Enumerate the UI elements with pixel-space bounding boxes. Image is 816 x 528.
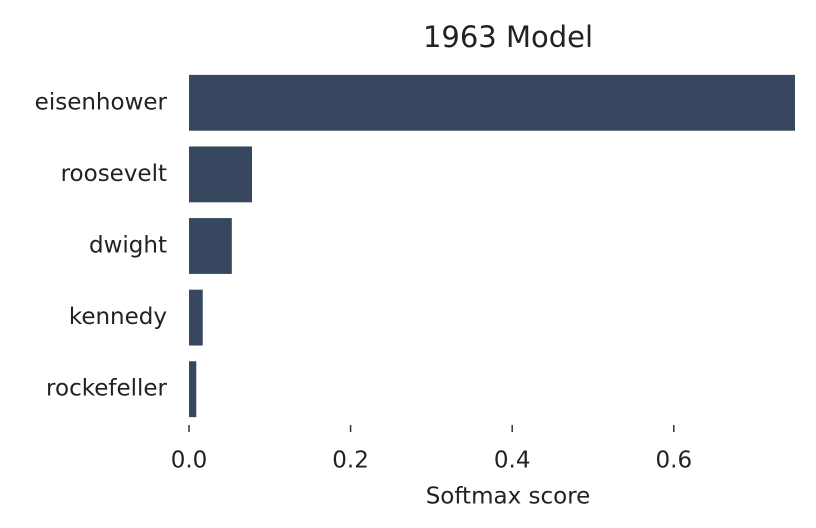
y-tick-label: roosevelt [61, 161, 167, 187]
y-tick-label: eisenhower [35, 89, 168, 115]
bar [189, 146, 253, 203]
x-tick-label: 0.4 [494, 448, 531, 474]
chart-title: 1963 Model [423, 20, 593, 54]
x-axis-label: Softmax score [426, 484, 591, 510]
y-tick-label: kennedy [69, 304, 167, 330]
y-tick-label: rockefeller [46, 376, 167, 402]
y-tick-label: dwight [89, 233, 167, 259]
x-tick-label: 0.2 [332, 448, 369, 474]
bar [189, 218, 232, 274]
x-tick-label: 0.0 [171, 448, 208, 474]
bar [189, 361, 197, 418]
x-tick-label: 0.6 [656, 448, 693, 474]
bar [189, 74, 795, 131]
bar [189, 289, 203, 346]
